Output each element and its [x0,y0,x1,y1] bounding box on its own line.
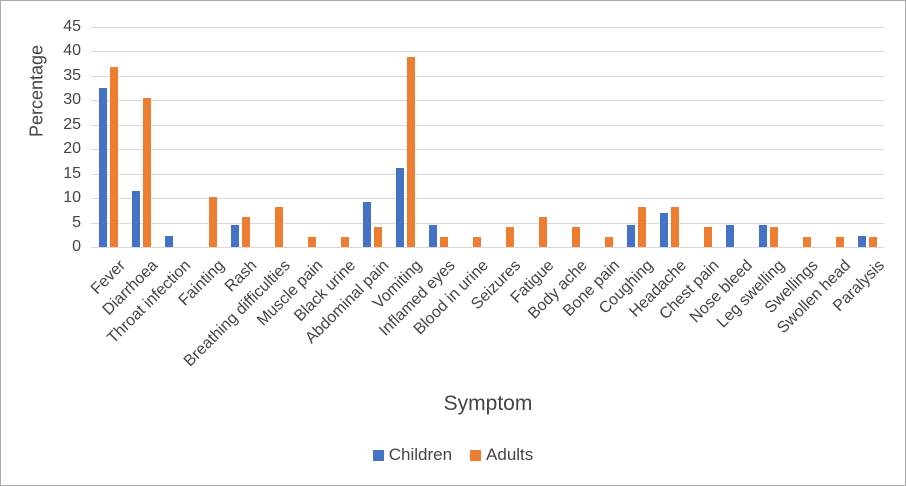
legend-item-adults: Adults [470,445,533,465]
bar-adults-paralysis [869,237,877,247]
bar-children-vomiting [396,168,404,247]
bar-adults-coughing [638,206,646,247]
bar-children-fever [99,88,107,247]
y-tick-label-35: 35 [63,66,81,84]
bar-adults-swellings [803,237,811,247]
bar-adults-diarrhoea [143,97,151,247]
bar-adults-black-urine [341,237,349,247]
bar-children-rash [231,224,239,247]
gridline-0 [91,247,884,248]
bar-children-coughing [627,224,635,247]
gridline-30 [91,100,884,102]
bar-adults-bone-pain [605,237,613,247]
gridline-20 [91,149,884,151]
bar-adults-headache [671,206,679,247]
legend-item-children: Children [372,445,453,465]
gridline-40 [91,51,884,53]
bar-children-abdominal-pain [363,201,371,247]
adults-swatch-icon [470,449,482,461]
legend-label-adults: Adults [486,445,534,464]
x-axis-title: Symptom [443,392,533,415]
legend-label-children: Children [388,445,453,464]
bar-adults-blood-in-urine [473,237,481,247]
gridline-5 [91,222,884,224]
bar-adults-fever [110,67,118,247]
y-tick-label-5: 5 [72,213,81,231]
bar-adults-body-ache [572,226,580,247]
bar-adults-breathing-difficulties [275,206,283,247]
children-swatch-icon [372,449,384,461]
y-tick-label-20: 20 [63,140,81,158]
y-tick-label-10: 10 [63,189,81,207]
y-tick-label-15: 15 [63,164,81,182]
bar-children-headache [660,212,668,247]
y-tick-label-25: 25 [63,115,81,133]
bar-children-diarrhoea [132,190,140,247]
bar-children-paralysis [858,235,866,247]
bar-adults-inflamed-eyes [440,237,448,247]
gridline-25 [91,124,884,126]
gridline-15 [91,173,884,175]
y-tick-label-40: 40 [63,42,81,60]
bar-children-inflamed-eyes [429,224,437,247]
bar-children-leg-swelling [759,224,767,247]
gridline-10 [91,198,884,200]
y-tick-label-0: 0 [72,238,81,255]
bar-adults-seizures [506,226,514,247]
bar-adults-chest-pain [704,226,712,247]
y-tick-label-30: 30 [63,91,81,109]
bar-adults-muscle-pain [308,237,316,247]
bar-adults-fatigue [539,217,547,247]
y-tick-label-45: 45 [63,18,81,35]
gridline-45 [91,27,884,28]
gridline-35 [91,75,884,77]
bar-adults-abdominal-pain [374,226,382,247]
bar-adults-fainting [209,197,217,247]
bar-adults-leg-swelling [770,226,778,247]
bar-children-throat-infection [165,235,173,247]
bar-adults-swollen-head [836,237,844,247]
legend: Children Adults [1,445,905,465]
bar-adults-vomiting [407,57,415,247]
bar-children-nose-bleed [726,224,734,247]
bar-adults-rash [242,217,250,247]
